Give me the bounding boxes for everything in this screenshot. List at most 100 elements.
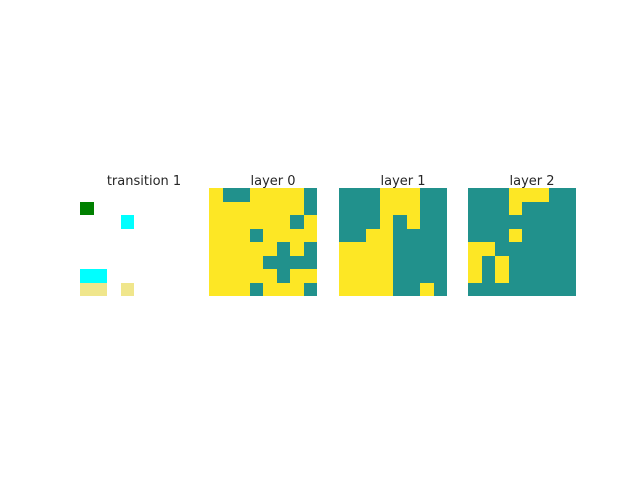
grid-cell [209,188,223,202]
grid-cell [147,255,161,269]
grid-cell [352,255,366,269]
grid-cell [161,282,175,296]
grid-cell [366,188,380,202]
grid-cell [303,269,317,283]
grid-cell [209,282,223,296]
grid-cell [495,201,509,215]
grid-cell [147,201,161,215]
grid-cell [134,201,148,215]
grid-cell [290,215,304,229]
grid-cell [263,269,277,283]
grid-cell [406,269,420,283]
grid-cell [352,242,366,256]
grid-cell [222,215,236,229]
grid-cell [120,188,134,202]
grid-cell [535,269,549,283]
grid-cell [174,215,188,229]
grid-cell [147,228,161,242]
grid-cell [535,215,549,229]
grid-cell [236,201,250,215]
grid-cell [161,215,175,229]
grid-cell [508,242,522,256]
grid-cell [393,269,407,283]
grid-cell [80,201,94,215]
grid-cell [468,228,482,242]
grid-cell [303,228,317,242]
grid-cell [481,201,495,215]
grid-cell [420,255,434,269]
grid-cell [161,228,175,242]
grid-cell [93,269,107,283]
panel-title: layer 0 [250,174,296,189]
grid-cell [209,242,223,256]
grid-cell [549,201,563,215]
grid-cell [549,188,563,202]
grid-cell [433,201,447,215]
grid-cell [366,201,380,215]
grid-cell [209,215,223,229]
grid-cell [147,188,161,202]
grid-cell [303,242,317,256]
grid-cell [535,255,549,269]
grid-cell [134,242,148,256]
grid-cell [80,228,94,242]
grid-cell [379,255,393,269]
grid-cell [535,242,549,256]
grid-cell [222,228,236,242]
grid-cell [420,228,434,242]
grid-cell [134,269,148,283]
grid-cell [303,201,317,215]
grid-cell [495,255,509,269]
grid-cell [174,242,188,256]
grid-cell [134,282,148,296]
grid-cell [393,242,407,256]
grid-cell [549,269,563,283]
grid-cell [147,242,161,256]
grid-cell [161,242,175,256]
grid-cell [120,228,134,242]
grid-cell [535,201,549,215]
grid-cell [468,215,482,229]
grid-cell [366,242,380,256]
grid-cell [508,201,522,215]
grid-cell [93,242,107,256]
grid-cell [174,282,188,296]
grid-cell [366,269,380,283]
grid-cell [303,215,317,229]
grid-cell [379,228,393,242]
tile-grid [209,188,317,296]
grid-cell [393,282,407,296]
grid-cell [393,228,407,242]
panel-title: layer 2 [509,174,555,189]
grid-cell [339,255,353,269]
grid-cell [290,228,304,242]
grid-cell [222,201,236,215]
grid-cell [80,269,94,283]
grid-cell [276,215,290,229]
grid-cell [508,269,522,283]
grid-cell [107,188,121,202]
grid-cell [549,255,563,269]
grid-cell [249,269,263,283]
grid-cell [339,269,353,283]
grid-cell [339,282,353,296]
grid-cell [147,269,161,283]
grid-cell [522,215,536,229]
grid-cell [222,188,236,202]
grid-cell [222,282,236,296]
grid-cell [522,269,536,283]
grid-cell [379,282,393,296]
grid-cell [495,242,509,256]
grid-cell [134,228,148,242]
grid-cell [406,282,420,296]
grid-cell [263,228,277,242]
grid-cell [276,269,290,283]
grid-cell [249,282,263,296]
grid-cell [549,282,563,296]
grid-cell [522,201,536,215]
grid-cell [303,255,317,269]
grid-cell [209,201,223,215]
grid-cell [433,255,447,269]
grid-cell [222,255,236,269]
grid-cell [120,255,134,269]
